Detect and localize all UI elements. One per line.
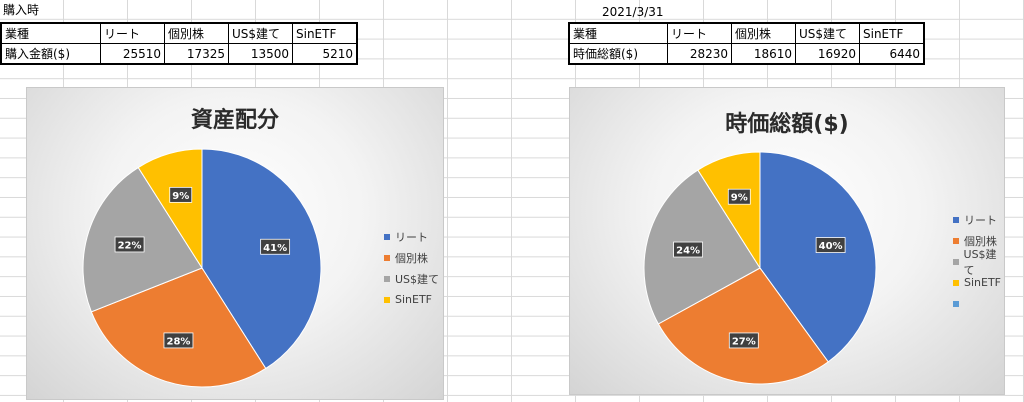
legend-label: 個別株	[964, 234, 997, 248]
legend-swatch	[953, 258, 959, 265]
legend-swatch	[384, 233, 390, 240]
data-label-text: 41%	[263, 243, 287, 254]
legend-label: SinETF	[395, 293, 433, 306]
legend-swatch	[384, 296, 390, 303]
pie-slice-1[interactable]	[759, 151, 877, 363]
data-label: 27%	[728, 332, 759, 349]
data-label-text: 27%	[732, 336, 756, 347]
legend-label: リート	[964, 213, 997, 227]
table-cell[interactable]: 業種	[0, 22, 101, 44]
data-label-box	[815, 237, 846, 253]
table-cell[interactable]: 13500	[228, 43, 293, 65]
data-label: 9%	[727, 188, 751, 205]
pie-slice-4[interactable]	[137, 148, 203, 270]
data-label-box	[260, 238, 291, 255]
data-label-box	[169, 186, 193, 203]
data-label: 24%	[673, 241, 703, 258]
legend-item[interactable]: 個別株	[384, 247, 439, 268]
data-label: 9%	[169, 186, 193, 203]
legend-label: US$建て	[395, 272, 440, 286]
legend-item[interactable]: US$建て	[384, 268, 439, 289]
legend-swatch	[384, 254, 390, 261]
pie-chart: 41% 28% 22% 9%	[82, 148, 322, 388]
data-label-text: 40%	[819, 241, 843, 252]
data-label: 22%	[114, 236, 145, 253]
data-label-box	[163, 332, 194, 349]
table-header-row: 業種 リート 個別株 US$建て SinETF	[0, 22, 358, 44]
data-label-text: 24%	[676, 246, 700, 257]
legend-swatch	[953, 216, 959, 223]
table-cell[interactable]: 時価総額($)	[568, 43, 668, 65]
legend-swatch	[953, 237, 959, 244]
table-cell[interactable]: SinETF	[292, 22, 358, 44]
table-cell[interactable]: 個別株	[164, 22, 229, 44]
chart-legend: リート個別株 US$建て SinETF	[384, 226, 439, 310]
table-cell[interactable]: 16920	[795, 43, 860, 65]
pie-slice-1[interactable]	[201, 148, 322, 370]
data-label-box	[114, 236, 145, 253]
table-cell[interactable]: 業種	[568, 22, 668, 44]
table-cell[interactable]: 28230	[667, 43, 732, 65]
table-cell[interactable]: 18610	[731, 43, 796, 65]
legend-label: SinETF	[964, 276, 1002, 289]
data-label-text: 9%	[172, 191, 189, 202]
data-label-text: 9%	[731, 193, 748, 204]
date-label: 2021/3/31	[602, 5, 664, 19]
asset-allocation-chart[interactable]: 資産配分 41% 28% 22% 9% リート個別株 US$建て SinETF	[26, 87, 444, 400]
legend-label: 個別株	[395, 251, 428, 265]
legend-item[interactable]: リート	[953, 209, 1004, 230]
legend-label: US$建て	[963, 247, 997, 277]
legend-item[interactable]: 個別株	[953, 230, 1004, 251]
purchase-table: 業種 リート 個別株 US$建て SinETF 購入金額($) 25510 17…	[0, 22, 358, 65]
table-cell[interactable]: リート	[100, 22, 165, 44]
legend-item[interactable]: SinETF	[953, 272, 1004, 293]
table-row: 時価総額($) 28230 18610 16920 6440	[568, 43, 925, 65]
table-cell[interactable]: 17325	[164, 43, 229, 65]
table-cell[interactable]: US$建て	[228, 22, 293, 44]
data-label: 41%	[260, 238, 291, 255]
purchase-time-label: 購入時	[3, 3, 40, 17]
market-value-chart[interactable]: 時価総額($) 40% 27% 24% 9% リート個別株 US$建て SinETF	[569, 87, 1005, 395]
data-label-box	[727, 188, 751, 205]
data-label-box	[728, 332, 759, 349]
chart-title: 時価総額($)	[725, 112, 849, 137]
table-cell[interactable]: リート	[667, 22, 732, 44]
market-value-table: 業種 リート 個別株 US$建て SinETF 時価総額($) 28230 18…	[568, 22, 925, 65]
pie-chart: 40% 27% 24% 9%	[643, 151, 877, 385]
data-label-text: 22%	[118, 240, 142, 251]
table-row: 購入金額($) 25510 17325 13500 5210	[0, 43, 358, 65]
table-header-row: 業種 リート 個別株 US$建て SinETF	[568, 22, 925, 44]
legend-item[interactable]: US$建て	[953, 248, 1004, 277]
chart-title: 資産配分	[190, 108, 279, 133]
data-label: 40%	[815, 237, 846, 253]
data-label-text: 28%	[166, 336, 190, 347]
legend-swatch	[953, 300, 959, 307]
legend-swatch	[953, 279, 959, 286]
table-cell[interactable]: 25510	[100, 43, 165, 65]
table-cell[interactable]: 個別株	[731, 22, 796, 44]
data-label-box	[673, 241, 703, 258]
pie-slice-4[interactable]	[697, 151, 761, 270]
data-label: 28%	[163, 332, 194, 349]
table-cell[interactable]: SinETF	[859, 22, 925, 44]
table-cell[interactable]: 購入金額($)	[0, 43, 101, 65]
pie-slice-2[interactable]	[90, 267, 267, 388]
legend-label: リート	[395, 230, 428, 244]
table-cell[interactable]: 5210	[292, 43, 358, 65]
chart-legend: リート個別株 US$建て SinETF	[953, 209, 1004, 314]
legend-item[interactable]: SinETF	[384, 289, 439, 310]
legend-swatch	[384, 275, 390, 282]
legend-item[interactable]	[953, 293, 1004, 314]
table-cell[interactable]: 6440	[859, 43, 925, 65]
legend-item[interactable]: リート	[384, 226, 439, 247]
table-cell[interactable]: US$建て	[795, 22, 860, 44]
pie-slice-2[interactable]	[657, 267, 829, 385]
